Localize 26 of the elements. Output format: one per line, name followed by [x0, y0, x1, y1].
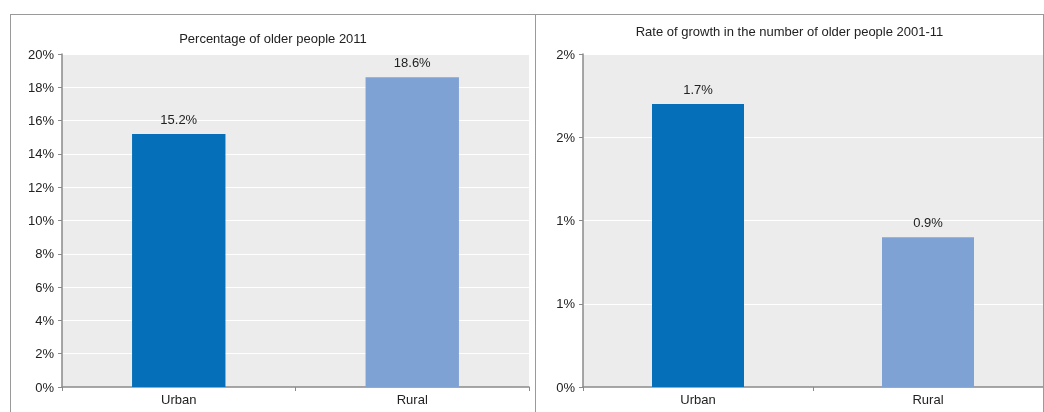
y-tick-label: 2% — [556, 129, 576, 145]
y-tick-label: 8% — [35, 246, 55, 262]
y-tick-label: 1% — [556, 213, 576, 228]
y-tick-label: 20% — [27, 46, 55, 62]
x-tick-label: Rural — [912, 392, 944, 407]
y-tick-label: 1% — [556, 296, 576, 312]
y-tick-label: 16% — [27, 113, 55, 129]
chart-title: Percentage of older people 2011 — [179, 31, 367, 46]
chart-title: Rate of growth in the number of older people 2001-11 — [635, 24, 944, 39]
y-tick-label: 12% — [27, 179, 55, 195]
y-tick-label: 2% — [556, 46, 576, 62]
y-tick-label: 18% — [27, 79, 55, 95]
y-tick-label: 4% — [35, 312, 55, 328]
y-tick-label: 14% — [27, 146, 55, 162]
data-label: 0.9% — [913, 215, 944, 231]
x-tick-label: Urban — [161, 392, 197, 407]
x-tick-label: Rural — [396, 392, 428, 407]
y-tick-label: 0% — [35, 379, 55, 395]
data-label: 1.7% — [683, 81, 714, 97]
x-tick-label: Urban — [680, 392, 716, 407]
y-tick-label: 6% — [35, 279, 55, 295]
y-tick-label: 2% — [35, 346, 55, 362]
data-label: 18.6% — [393, 55, 432, 71]
y-tick-label: 0% — [556, 379, 576, 395]
y-tick-label: 10% — [27, 213, 55, 228]
data-label: 15.2% — [160, 111, 198, 127]
